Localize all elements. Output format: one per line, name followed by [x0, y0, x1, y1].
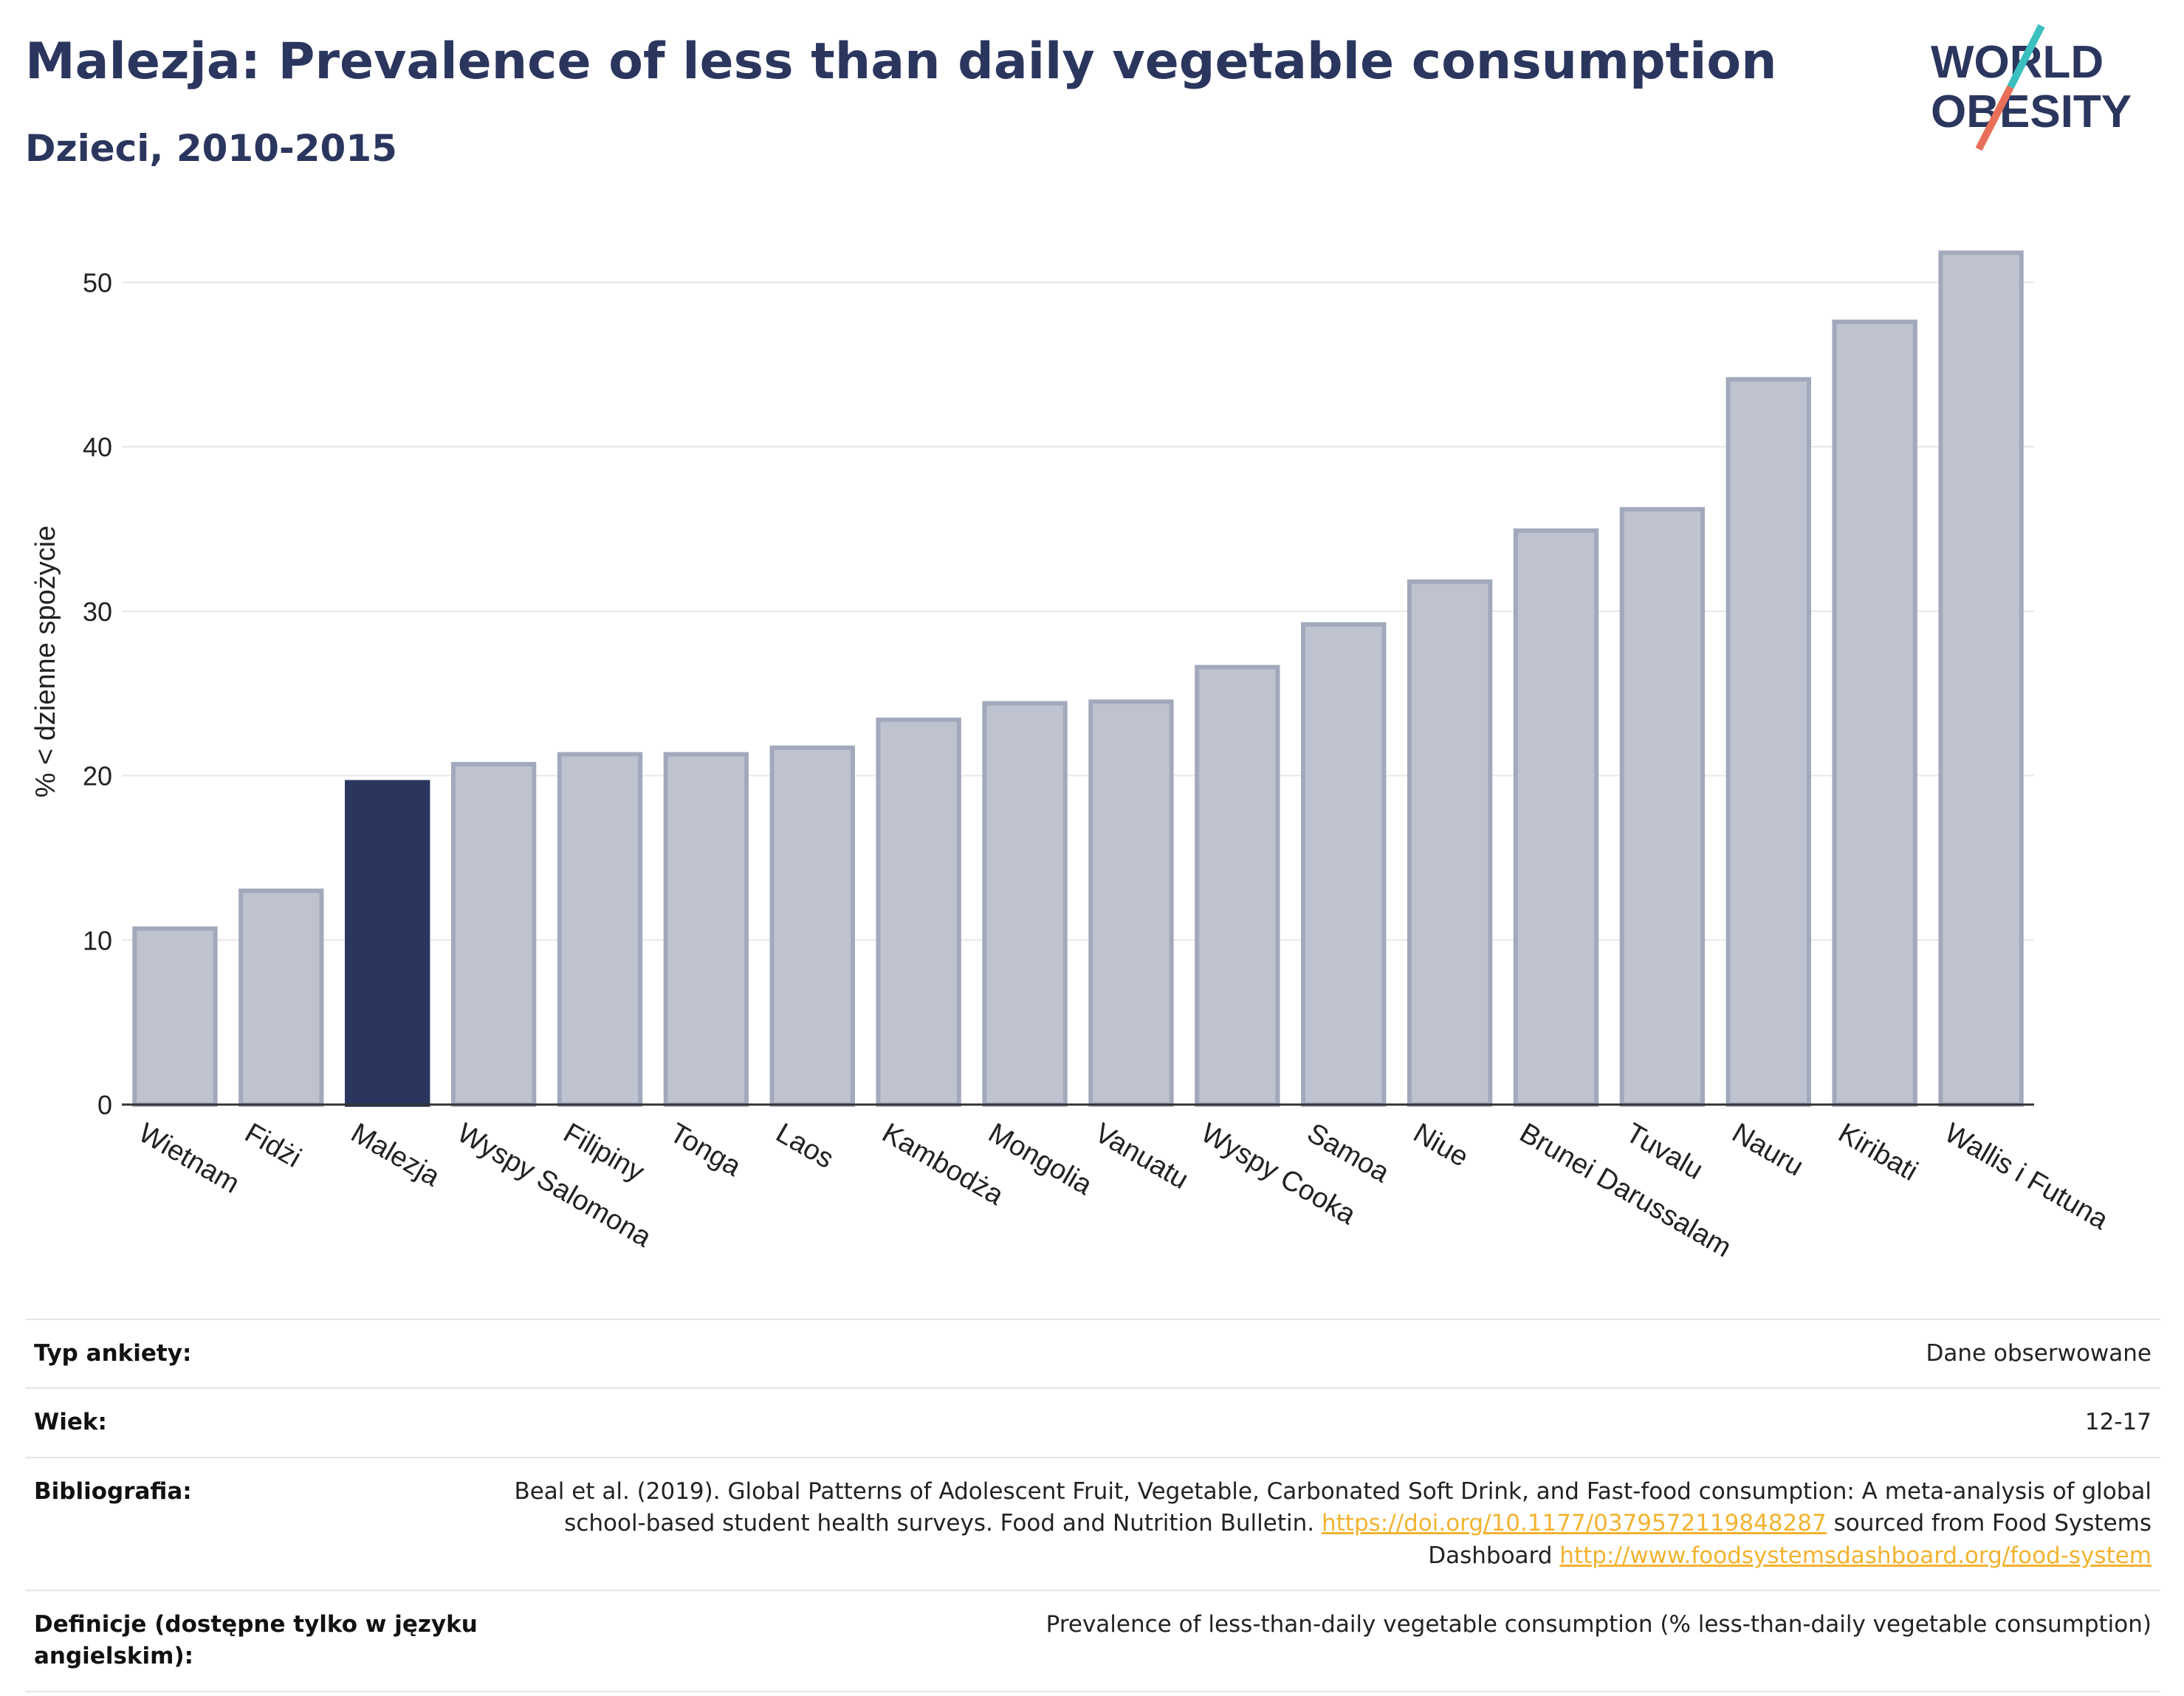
meta-row-age: Wiek: 12-17: [25, 1387, 2160, 1458]
bar-vanuatu: [1088, 699, 1174, 1107]
chart-subtitle: Dzieci, 2010-2015: [25, 127, 397, 170]
bar-wyspy-cooka: [1195, 665, 1280, 1107]
bibliography-label: Bibliografia:: [25, 1456, 501, 1590]
y-tick-label: 10: [83, 925, 112, 955]
y-tick-label: 40: [83, 432, 112, 462]
y-tick-label: 30: [83, 597, 112, 627]
bar-kambodża: [876, 717, 961, 1107]
x-tick-label: Vanuatu: [1089, 1117, 1193, 1195]
bar-nauru: [1725, 377, 1811, 1107]
x-tick-label: Wyspy Salomona: [452, 1117, 657, 1253]
bibliography-text-1: Beal et al. (2019). Global Patterns of A…: [514, 1477, 2152, 1537]
x-tick-label: Tuvalu: [1621, 1117, 1709, 1186]
meta-row-definitions: Definicje (dostępne tylko w języku angie…: [25, 1589, 2160, 1692]
x-tick-label: Tonga: [665, 1117, 746, 1183]
x-tick-label: Laos: [771, 1117, 839, 1175]
definitions-label: Definicje (dostępne tylko w języku angie…: [25, 1589, 501, 1692]
bar-wyspy-salomona: [450, 761, 537, 1108]
y-tick-label: 50: [83, 267, 112, 298]
logo-line-2: OBESITY: [1931, 86, 2132, 137]
bar-malezja: [345, 780, 430, 1108]
bar-tonga: [663, 752, 749, 1107]
y-axis-title: % < dzienne spożycie: [30, 526, 61, 798]
doi-link[interactable]: https://doi.org/10.1177/0379572119848287: [1321, 1510, 1827, 1537]
y-tick-label: 20: [83, 761, 112, 792]
bar-kiribati: [1832, 319, 1917, 1107]
bar-wallis-i-futuna: [1938, 250, 2024, 1108]
gridlines: [122, 281, 2034, 941]
bibliography-value: Beal et al. (2019). Global Patterns of A…: [501, 1456, 2160, 1590]
bibliography-text-2: sourced from Food Systems Dashboard: [1428, 1510, 2152, 1569]
y-axis-ticks: 0 10 20 30 40 50: [83, 267, 112, 1120]
x-tick-label: Niue: [1408, 1117, 1474, 1173]
bar-laos: [769, 745, 855, 1107]
chart-title: Malezja: Prevalence of less than daily v…: [25, 32, 1777, 91]
meta-row-survey-type: Typ ankiety: Dane obserwowane: [25, 1318, 2160, 1389]
x-tick-label: Nauru: [1727, 1117, 1809, 1182]
x-tick-label: Wietnam: [133, 1117, 244, 1199]
world-obesity-logo[interactable]: WORLD OBESITY: [1927, 22, 2171, 155]
bar-samoa: [1301, 622, 1387, 1107]
logo-slash-teal: [2007, 24, 2045, 89]
meta-row-bibliography: Bibliografia: Beal et al. (2019). Global…: [25, 1456, 2160, 1590]
age-value: 12-17: [501, 1387, 2160, 1458]
survey-type-value: Dane obserwowane: [501, 1318, 2160, 1389]
food-systems-link[interactable]: http://www.foodsystemsdashboard.org/food…: [1559, 1542, 2152, 1569]
logo-slash-coral: [1975, 85, 2014, 151]
bar-tuvalu: [1619, 507, 1706, 1107]
y-tick-label: 0: [97, 1090, 112, 1120]
bars: [132, 250, 2024, 1108]
bar-filipiny: [557, 752, 643, 1107]
bar-fidżi: [238, 888, 324, 1108]
x-tick-label: Wallis i Futuna: [1940, 1117, 2114, 1236]
bar-wietnam: [132, 926, 218, 1107]
survey-type-label: Typ ankiety:: [25, 1318, 501, 1389]
age-label: Wiek:: [25, 1387, 501, 1458]
x-tick-label: Kambodża: [877, 1117, 1009, 1212]
bar-brunei-darussalam: [1513, 528, 1599, 1107]
metadata-table: Typ ankiety: Dane obserwowane Wiek: 12-1…: [25, 1318, 2160, 1692]
definitions-value: Prevalence of less-than-daily vegetable …: [501, 1589, 2160, 1692]
x-tick-label: Malezja: [346, 1117, 445, 1192]
bar-niue: [1407, 579, 1493, 1107]
bar-mongolia: [982, 701, 1068, 1107]
x-tick-label: Kiribati: [1833, 1117, 1923, 1187]
x-tick-label: Fidżi: [239, 1117, 306, 1173]
